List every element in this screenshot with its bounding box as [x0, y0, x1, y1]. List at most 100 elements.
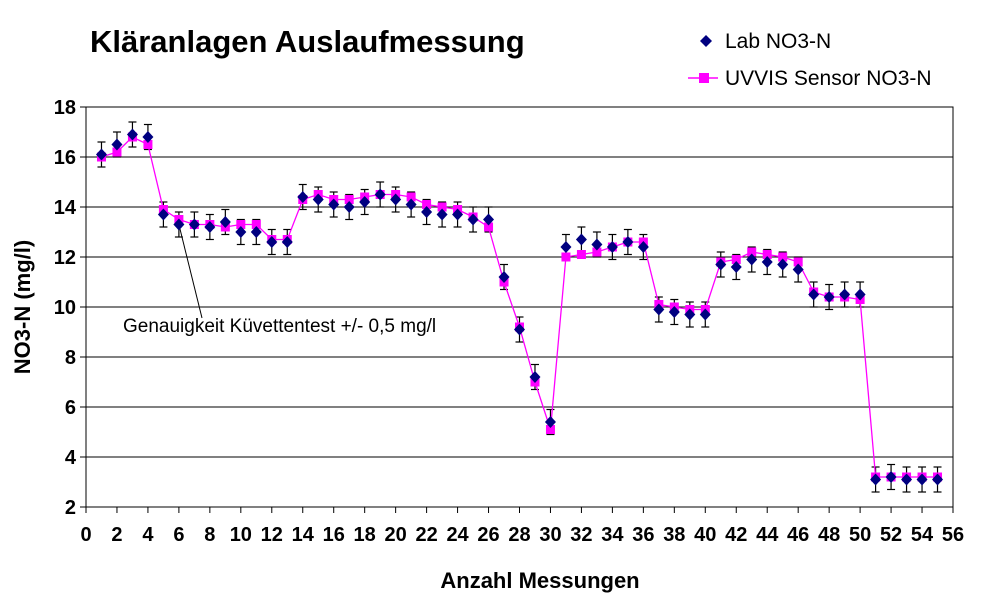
x-tick-label: 14: [292, 524, 315, 546]
lab-point: [281, 236, 293, 248]
annotation: Genauigkeit Küvettentest +/- 0,5 mg/l: [123, 224, 436, 337]
lab-point: [854, 288, 866, 301]
y-tick-label: 4: [65, 447, 77, 469]
x-tick-label: 54: [911, 524, 934, 546]
lab-point: [111, 138, 123, 151]
lab-point: [173, 218, 185, 231]
y-tick-label: 14: [54, 197, 77, 219]
lab-point: [157, 208, 169, 221]
lab-point: [699, 308, 711, 321]
legend-label-uvvis: UVVIS Sensor NO3-N: [725, 67, 932, 90]
uvvis-point: [236, 220, 246, 229]
lab-point: [436, 208, 448, 221]
lab-point: [870, 473, 882, 486]
lab-point: [219, 216, 231, 228]
lab-point: [452, 208, 464, 221]
lab-point: [777, 258, 789, 271]
lab-point: [359, 196, 371, 208]
lab-point: [668, 306, 680, 318]
legend-marker-uvvis: [699, 73, 709, 83]
lab-point: [544, 416, 556, 428]
lab-point: [126, 128, 138, 141]
lab-point: [885, 471, 897, 483]
x-tick-label: 42: [725, 524, 747, 546]
uvvis-point: [747, 247, 757, 257]
x-tick-label: 32: [570, 524, 592, 546]
y-tick-label: 16: [54, 147, 76, 169]
uvvis-point: [545, 425, 555, 434]
lab-point: [715, 258, 727, 271]
series-lab: [95, 128, 944, 486]
lab-point: [312, 193, 324, 206]
x-tick-label: 46: [787, 524, 809, 546]
lab-point: [622, 236, 634, 248]
lab-point: [514, 323, 525, 336]
x-tick-label: 30: [539, 524, 561, 546]
x-tick-label: 26: [477, 524, 499, 546]
lab-point: [839, 288, 851, 301]
uvvis-point: [484, 222, 494, 232]
lab-point: [575, 233, 587, 246]
uvvis-point: [344, 195, 354, 204]
x-tick-label: 52: [880, 524, 902, 546]
x-tick-label: 4: [142, 524, 154, 546]
grid-lines: [86, 156, 953, 458]
lab-point: [901, 473, 913, 486]
y-tick-label: 12: [54, 247, 76, 269]
lab-point: [529, 371, 541, 383]
lab-point: [483, 213, 495, 226]
uvvis-point: [762, 250, 772, 259]
lab-point: [266, 236, 278, 248]
lab-point: [374, 188, 386, 201]
lab-point: [637, 241, 649, 253]
lab-point: [761, 256, 773, 268]
lab-point: [297, 191, 309, 203]
x-tick-label: 40: [694, 524, 716, 546]
lab-point: [328, 198, 340, 211]
uvvis-point: [592, 247, 602, 257]
y-axis-ticks: 2 4 6 8 10 12 14 16 18: [54, 97, 86, 519]
lab-point: [746, 253, 758, 266]
x-tick-label: 28: [508, 524, 530, 546]
uvvis-point: [437, 202, 447, 212]
lab-point: [591, 238, 603, 251]
uvvis-point: [778, 252, 788, 262]
x-tick-label: 2: [111, 524, 122, 546]
x-tick-label: 38: [663, 524, 685, 546]
lab-point: [250, 226, 262, 238]
uvvis-point: [406, 192, 416, 202]
lab-point: [560, 241, 572, 253]
uvvis-point: [143, 140, 153, 149]
lab-point: [390, 193, 402, 206]
annotation-text: Genauigkeit Küvettentest +/- 0,5 mg/l: [123, 316, 436, 337]
uvvis-point: [561, 252, 571, 262]
legend-label-lab: Lab NO3-N: [725, 30, 831, 53]
lab-point: [188, 218, 200, 231]
lab-point: [95, 148, 107, 161]
y-tick-label: 10: [54, 297, 76, 319]
x-tick-label: 24: [446, 524, 469, 546]
lab-point: [142, 131, 154, 143]
x-tick-label: 48: [818, 524, 840, 546]
x-tick-label: 22: [415, 524, 437, 546]
lab-point: [235, 226, 247, 238]
uvvis-point: [422, 200, 432, 209]
y-tick-label: 6: [65, 397, 76, 419]
x-axis-ticks: 0 2 4 6 8 10 12 14 16 18 20 22 24 26 28 30 32 34 36 38 40 42 4…: [80, 507, 964, 546]
lab-point: [684, 308, 696, 321]
uvvis-point: [576, 250, 586, 259]
x-tick-label: 36: [632, 524, 654, 546]
lab-point: [421, 206, 433, 218]
lab-point: [405, 198, 417, 211]
x-tick-label: 20: [385, 524, 407, 546]
lab-point: [823, 291, 835, 303]
uvvis-point: [793, 257, 803, 267]
x-tick-label: 12: [261, 524, 283, 546]
lab-point: [916, 473, 928, 486]
x-tick-label: 6: [173, 524, 184, 546]
lab-point: [467, 213, 479, 226]
uvvis-point: [112, 147, 122, 157]
annotation-pointer: [178, 224, 203, 319]
x-tick-label: 34: [601, 524, 624, 546]
